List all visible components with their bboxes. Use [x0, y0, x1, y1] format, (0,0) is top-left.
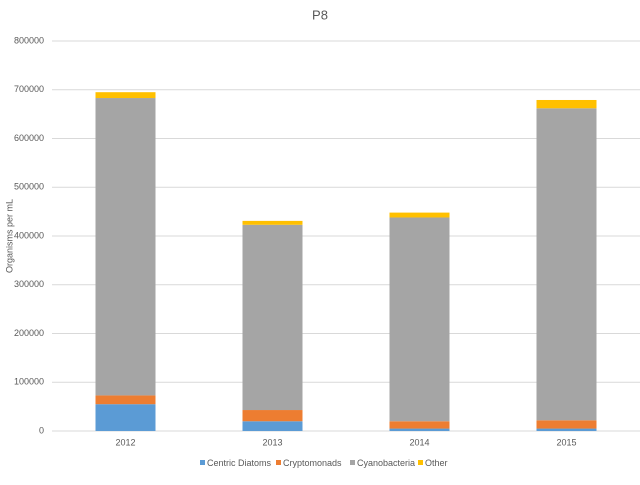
bar-segment	[95, 98, 156, 396]
bar-segment	[242, 224, 303, 411]
y-tick-label: 100000	[14, 377, 44, 387]
bar-segment	[389, 428, 450, 431]
x-tick-label: 2012	[115, 437, 135, 447]
y-tick-label: 600000	[14, 133, 44, 143]
bar-segment	[536, 108, 597, 421]
bar-segment	[95, 92, 156, 99]
legend-label: Cryptomonads	[283, 458, 342, 468]
x-tick-label: 2014	[409, 437, 429, 447]
x-tick-label: 2013	[262, 437, 282, 447]
y-axis-label: Organisms per mL	[4, 199, 14, 273]
y-tick-label: 0	[39, 425, 44, 435]
y-tick-label: 200000	[14, 328, 44, 338]
bar-segment	[389, 212, 450, 218]
bar-segment	[389, 421, 450, 429]
bar-segment	[536, 99, 597, 109]
bar-segment	[95, 404, 156, 431]
legend-label: Centric Diatoms	[207, 458, 272, 468]
legend-swatch	[418, 460, 423, 465]
legend-label: Other	[425, 458, 448, 468]
y-tick-label: 300000	[14, 279, 44, 289]
bar-segment	[242, 220, 303, 225]
legend-label: Cyanobacteria	[357, 458, 415, 468]
bar-segment	[242, 421, 303, 431]
legend-swatch	[276, 460, 281, 465]
y-tick-label: 800000	[14, 35, 44, 45]
bar-segment	[536, 420, 597, 429]
bar-segment	[242, 410, 303, 422]
legend-swatch	[200, 460, 205, 465]
bar-segment	[95, 395, 156, 405]
y-tick-label: 500000	[14, 182, 44, 192]
bar-segment	[389, 217, 450, 422]
bar-segment	[536, 428, 597, 431]
x-tick-label: 2015	[556, 437, 576, 447]
legend-swatch	[350, 460, 355, 465]
y-tick-label: 700000	[14, 84, 44, 94]
y-tick-label: 400000	[14, 230, 44, 240]
chart-title: P8	[312, 7, 328, 22]
